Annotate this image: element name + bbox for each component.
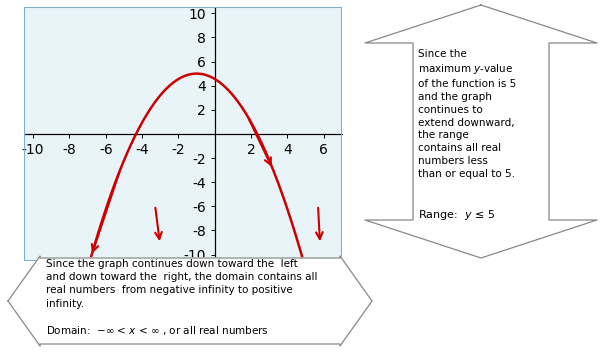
Bar bbox=[24, 7, 342, 261]
Text: Since the
maximum $y$-value
of the function is 5
and the graph
continues to
exte: Since the maximum $y$-value of the funct… bbox=[418, 49, 516, 179]
Text: Since the graph continues down toward the  left
and down toward the  right, the : Since the graph continues down toward th… bbox=[46, 259, 317, 308]
Text: Domain:  $-\infty$ < $x$ < $\infty$ , or all real numbers: Domain: $-\infty$ < $x$ < $\infty$ , or … bbox=[46, 324, 269, 337]
Polygon shape bbox=[365, 5, 597, 258]
Polygon shape bbox=[8, 256, 372, 346]
Text: Range:  $y$ ≤ 5: Range: $y$ ≤ 5 bbox=[418, 208, 496, 222]
